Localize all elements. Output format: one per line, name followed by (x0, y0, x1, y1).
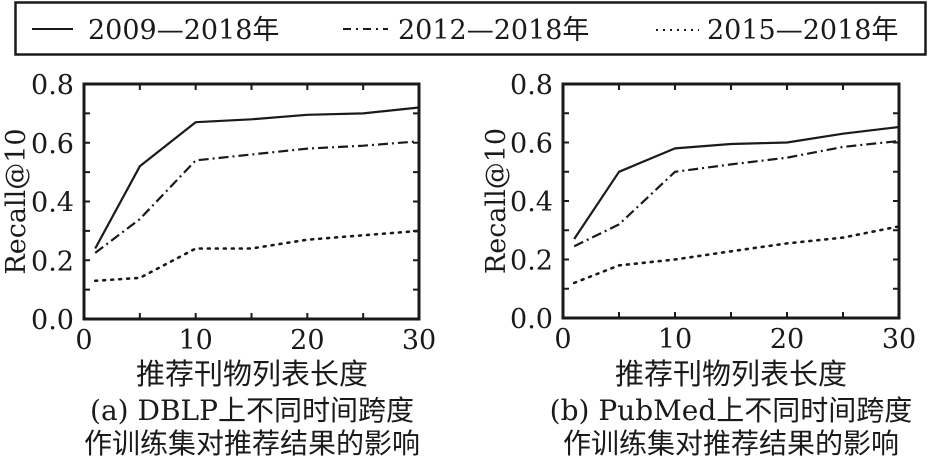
caption-line-1: (b) PubMed上不同时间跨度 (550, 394, 913, 427)
legend: 2009—2018年 2012—2018年 2015—2018年 (14, 1, 927, 56)
y-tick-label: 0.4 (31, 188, 74, 219)
series-group (93, 106, 421, 283)
x-tick-label: 0 (554, 324, 571, 355)
x-axis-label: 推荐刊物列表长度 (615, 357, 847, 391)
x-tick-label: 0 (75, 325, 92, 356)
x-tick-label: 10 (178, 325, 212, 356)
series-line-solid (94, 106, 420, 250)
legend-label-2009: 2009—2018年 (88, 15, 279, 46)
axis-ticks (563, 84, 899, 318)
x-tick-label: 30 (402, 325, 436, 356)
y-tick-label: 0.4 (510, 187, 553, 218)
y-tick-label: 0.2 (31, 246, 74, 277)
x-tick-labels: 0 10 20 30 (75, 325, 436, 356)
y-tick-label: 0.6 (510, 129, 553, 160)
y-tick-labels: 0.0 0.2 0.4 0.6 0.8 (510, 70, 553, 335)
legend-label-2015: 2015—2018年 (707, 15, 898, 46)
y-axis-label: Recall@10 (1, 128, 32, 274)
y-tick-label: 0.0 (31, 305, 74, 336)
legend-label-2012: 2012—2018年 (398, 15, 589, 46)
legend-frame (14, 1, 927, 56)
caption-line-2: 作训练集对推荐结果的影响 (563, 427, 899, 460)
plot-frame (82, 82, 421, 321)
caption-line-2: 作训练集对推荐结果的影响 (84, 427, 420, 460)
chart-panel-a: 0 10 20 30 0.0 0.2 0.4 0.6 0.8 Recall@10 推荐刊物列表… (1, 70, 436, 460)
series-line-dotted (572, 225, 901, 285)
y-axis-label: Recall@10 (481, 128, 512, 274)
series-group (572, 125, 901, 285)
x-tick-labels: 0 10 20 30 (554, 324, 916, 355)
series-line-dotted (93, 229, 421, 283)
y-tick-label: 0.8 (510, 70, 553, 101)
x-tick-label: 10 (658, 324, 692, 355)
y-tick-label: 0.6 (31, 129, 74, 160)
plot-frame (561, 82, 901, 320)
series-line-dashdot (573, 139, 900, 248)
y-tick-label: 0.8 (31, 70, 74, 101)
x-tick-label: 30 (882, 324, 916, 355)
series-line-solid (573, 125, 900, 240)
x-tick-label: 20 (290, 325, 324, 356)
x-axis-label: 推荐刊物列表长度 (136, 357, 368, 391)
y-tick-label: 0.2 (510, 246, 553, 277)
x-tick-label: 20 (770, 324, 804, 355)
y-tick-labels: 0.0 0.2 0.4 0.6 0.8 (31, 70, 74, 336)
y-tick-label: 0.0 (510, 304, 553, 335)
caption-line-1: (a) DBLP上不同时间跨度 (90, 394, 414, 427)
series-line-dashdot (94, 140, 420, 254)
chart-panel-b: 0 10 20 30 0.0 0.2 0.4 0.6 0.8 Recall@10 推荐刊物列表… (481, 70, 916, 460)
